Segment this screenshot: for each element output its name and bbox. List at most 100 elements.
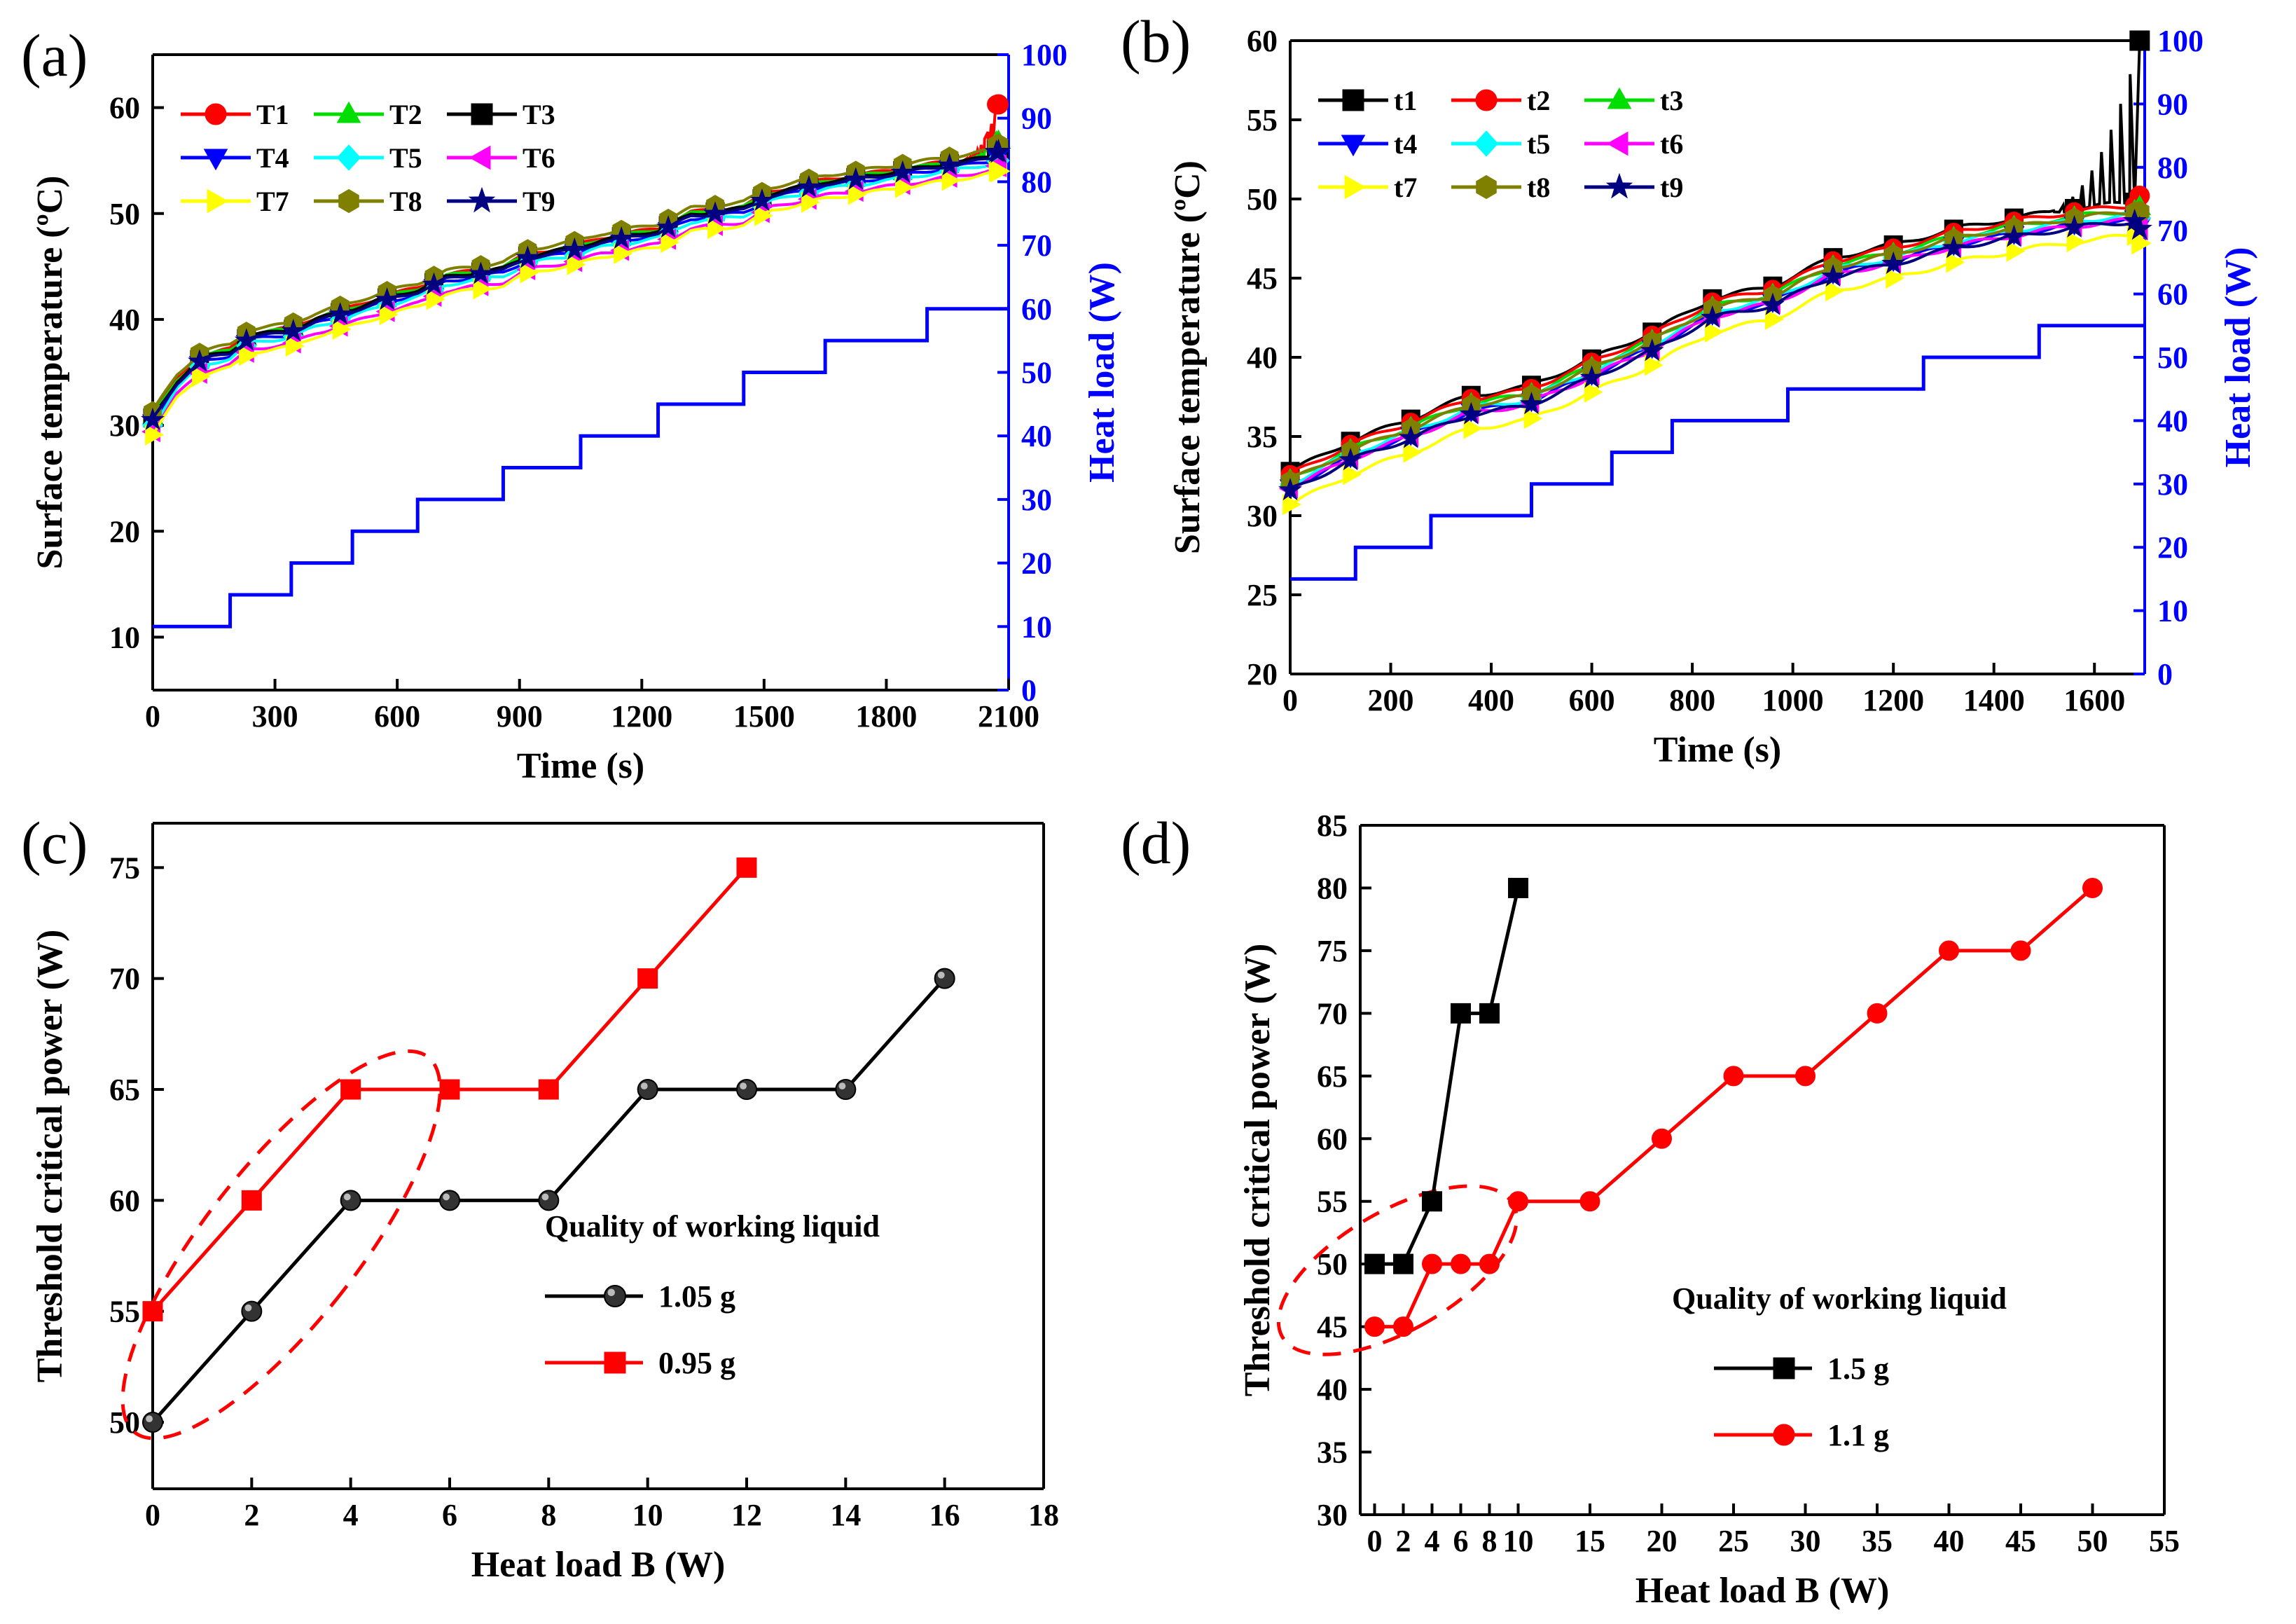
series-point [1508,1191,1528,1212]
series-point [340,1079,361,1100]
panel-label: (d) [1121,809,1191,876]
x-tick-label: 0 [145,699,160,734]
series-point [941,170,961,191]
series-point [843,167,868,190]
series-point [439,1190,460,1211]
series-t7 [1282,224,2152,516]
series-point [986,139,1011,163]
series-point [2126,215,2152,240]
series-point [796,174,821,198]
x-tick-label: 14 [830,1498,861,1532]
series-point [750,188,774,211]
y-tick-label: 25 [1247,578,1278,612]
series-point [2131,232,2152,255]
y2-tick-label: 10 [2157,594,2188,628]
series-point [473,278,492,300]
y-tick-label: 40 [109,303,140,337]
legend-label: 1.05 g [658,1279,735,1314]
legend-label: T5 [389,142,422,174]
legend-label: T8 [389,186,422,217]
legend-marker [604,1351,626,1374]
series-point [848,184,867,205]
series-point [703,201,727,224]
y-tick-label: 20 [1247,657,1278,691]
series-point [241,1300,263,1322]
legend-marker [469,145,491,170]
legend-marker [1605,172,1633,199]
series-point [234,328,258,351]
series-point [801,191,820,213]
y2-tick-label: 80 [2157,151,2188,185]
series-point [1644,355,1664,376]
y-tick-label: 40 [1317,1372,1348,1407]
x-tick-label: 800 [1669,683,1715,717]
legend-label: t9 [1660,172,1683,203]
series-point [1825,280,1845,302]
x-tick-label: 1500 [733,699,795,734]
x-tick-label: 1600 [2063,683,2125,717]
series-line [1289,233,2141,507]
legend-label: T3 [523,99,555,130]
series-point [2129,30,2150,51]
chart-d: 0 2 4 6 8 10 15 20 25 30 35 40 45 50 55303540455055606… [1121,808,2180,1611]
legend-marker [468,186,496,213]
series-point [375,287,399,310]
legend: Quality of working liquid 1.5 g 1.1 g [1672,1281,2007,1452]
x-tick-label: 30 [1790,1524,1821,1558]
x-tick-label: 20 [1647,1524,1678,1558]
y-tick-label: 80 [1317,871,1348,905]
y2-tick-label: 20 [1021,546,1052,581]
series-point [1422,1191,1442,1212]
series-point [894,177,914,198]
legend-label: T9 [523,186,555,217]
y-tick-label: 30 [109,408,140,443]
x-tick-label: 400 [1468,683,1514,717]
x-tick-label: 0 [145,1498,160,1532]
legend-marker [604,1285,626,1307]
legend-label: T7 [256,186,289,217]
series-T7 [145,160,1011,446]
y-tick-label: 60 [109,1183,140,1218]
y2-tick-label: 100 [1021,38,1067,72]
series-point [1463,418,1483,439]
series-point [637,968,658,989]
series-point [379,303,399,326]
x-tick-label: 10 [1503,1524,1534,1558]
legend-label: t5 [1527,128,1550,160]
x-tick-label: 35 [1862,1524,1893,1558]
series-point [1364,1253,1385,1274]
legend-label: t2 [1527,85,1550,116]
legend-label: T6 [523,142,555,174]
y-axis-title: Threshold critical power (W) [30,930,70,1383]
series-point [1519,392,1544,415]
y2-tick-label: 10 [1021,610,1052,644]
y-tick-label: 30 [1247,499,1278,533]
series-point [707,218,726,240]
series-T9 [141,139,1011,430]
chart-b: 0 200 400 600 800 1000 1200 1400 160020253035404… [1121,8,2258,770]
series-point [1821,263,1845,287]
legend-marker [1474,130,1499,157]
y-tick-label: 65 [109,1073,140,1107]
x-tick-label: 8 [541,1498,556,1532]
series-point [241,1190,262,1211]
chart-a: 0 300 600 900 1200 1500 1800 2100102030405060Ti… [21,22,1122,786]
series-0.95g [142,857,757,1322]
series-point [340,1190,361,1211]
x-tick-label: 200 [1368,683,1414,717]
x-tick-label: 40 [1934,1524,1965,1558]
legend-title: Quality of working liquid [545,1209,880,1244]
x-tick-label: 2 [244,1498,259,1532]
y-tick-label: 20 [109,514,140,549]
series-line [1374,887,1520,1266]
legend-marker [336,144,361,171]
legend-label: T4 [256,142,289,174]
legend-marker [471,103,493,125]
series-point [1364,1316,1385,1337]
y-tick-label: 40 [1247,340,1278,375]
legend-marker [1341,135,1366,157]
y2-tick-label: 100 [2157,24,2204,58]
y-axis-title: Surface temperature (ºC) [30,176,70,570]
y2-axis-title: Heat load (W) [2218,247,2258,468]
